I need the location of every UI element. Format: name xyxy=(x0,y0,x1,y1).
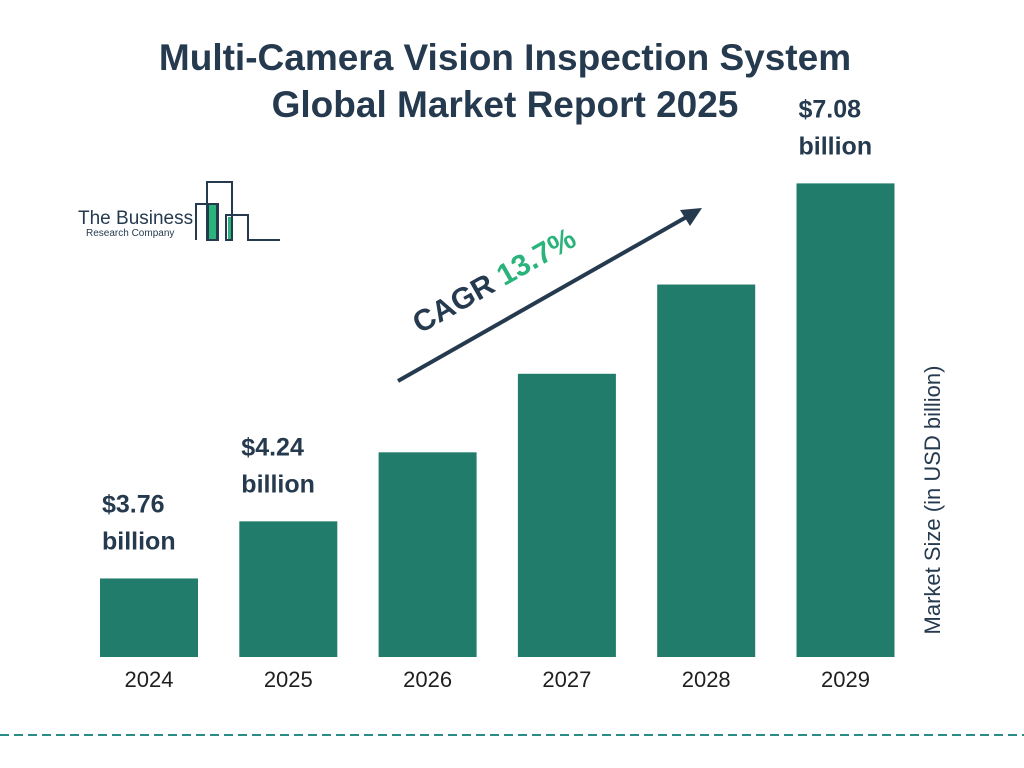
data-label: billion xyxy=(799,132,873,160)
bar-2027 xyxy=(517,373,616,657)
bar-2029 xyxy=(796,183,895,657)
x-tick-label: 2025 xyxy=(264,667,313,692)
logo-bar-green-1 xyxy=(208,204,217,240)
bar-2026 xyxy=(378,452,477,657)
x-tick-label: 2028 xyxy=(682,667,731,692)
chart-title-line-1: Multi-Camera Vision Inspection System xyxy=(159,37,851,78)
bars-group: 2024 $3.76 billion 2025 $4.24 billion 2026 2027… xyxy=(100,95,895,692)
cagr-arrow-line xyxy=(397,213,691,383)
logo-line-1: The Business xyxy=(78,208,193,229)
chart-title-line-2: Global Market Report 2025 xyxy=(272,84,739,125)
bar-2024 xyxy=(100,578,198,657)
x-tick-label: 2027 xyxy=(542,667,591,692)
data-label: $3.76 xyxy=(102,490,165,518)
logo-line-2: Research Company xyxy=(86,228,174,239)
bar-2028 xyxy=(657,284,756,657)
company-logo: The Business Research Company xyxy=(78,181,280,241)
bar-2025 xyxy=(239,521,338,657)
cagr-value: 13.7% xyxy=(491,222,581,293)
logo-bar-green-2 xyxy=(228,217,233,240)
data-label: $4.24 xyxy=(241,433,304,461)
x-tick-label: 2024 xyxy=(125,667,174,692)
data-label: billion xyxy=(102,527,176,555)
x-tick-label: 2026 xyxy=(403,667,452,692)
cagr-label: CAGR 13.7% xyxy=(407,222,581,340)
cagr-arrow-head-icon xyxy=(680,208,702,226)
data-label: billion xyxy=(241,470,315,498)
data-label: $7.08 xyxy=(799,95,862,123)
x-tick-label: 2029 xyxy=(821,667,870,692)
y-axis-label: Market Size (in USD billion) xyxy=(920,366,945,635)
cagr-annotation: CAGR 13.7% xyxy=(397,208,702,383)
logo-skyline xyxy=(195,181,280,241)
